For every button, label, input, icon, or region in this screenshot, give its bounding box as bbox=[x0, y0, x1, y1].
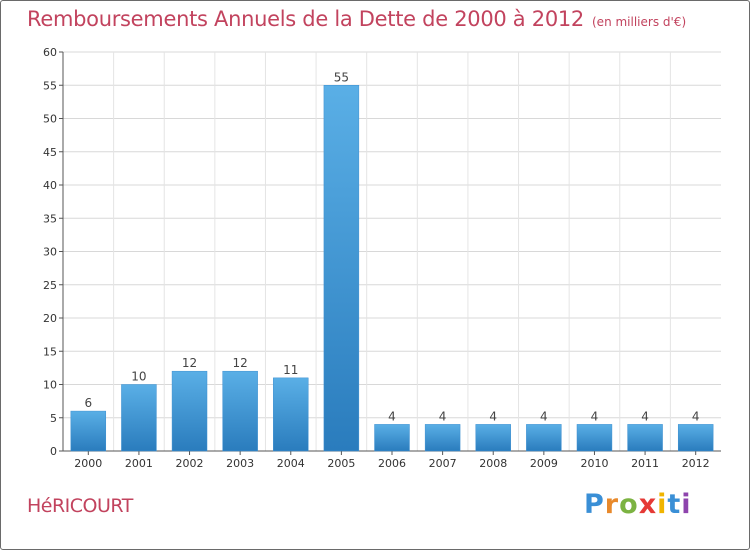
logo-letter: r bbox=[604, 489, 620, 520]
y-tick-label: 50 bbox=[43, 113, 57, 126]
bar bbox=[323, 85, 360, 452]
bar bbox=[627, 424, 663, 452]
bar-value-label: 6 bbox=[84, 396, 92, 410]
chart-title: Remboursements Annuels de la Dette de 20… bbox=[27, 7, 686, 31]
bar-value-label: 55 bbox=[334, 70, 349, 84]
bar-value-label: 4 bbox=[641, 409, 649, 423]
logo-letter: t bbox=[667, 489, 682, 520]
y-tick-label: 45 bbox=[43, 146, 57, 159]
x-tick-label: 2012 bbox=[682, 457, 710, 470]
bar-value-label: 10 bbox=[131, 370, 146, 384]
logo-letter: i bbox=[657, 489, 668, 520]
x-tick-label: 2002 bbox=[176, 457, 204, 470]
y-tick-label: 15 bbox=[43, 345, 57, 358]
x-tick-label: 2003 bbox=[226, 457, 254, 470]
x-tick-label: 2000 bbox=[74, 457, 102, 470]
chart-title-text: Remboursements Annuels de la Dette de 20… bbox=[27, 7, 584, 31]
y-tick-label: 30 bbox=[43, 246, 57, 259]
y-tick-label: 55 bbox=[43, 79, 57, 92]
chart-subtitle: (en milliers d'€) bbox=[592, 15, 687, 29]
y-tick-label: 35 bbox=[43, 212, 57, 225]
grid-lines bbox=[63, 51, 721, 451]
bar bbox=[273, 377, 309, 452]
x-tick-label: 2010 bbox=[580, 457, 608, 470]
y-tick-label: 60 bbox=[43, 46, 57, 59]
bars bbox=[70, 85, 714, 452]
x-tick-label: 2004 bbox=[277, 457, 305, 470]
x-tick-label: 2008 bbox=[479, 457, 507, 470]
x-tick-label: 2001 bbox=[125, 457, 153, 470]
bar bbox=[374, 424, 410, 452]
x-tick-label: 2006 bbox=[378, 457, 406, 470]
town-name: HéRICOURT bbox=[27, 495, 133, 517]
bar-value-label: 4 bbox=[439, 409, 447, 423]
y-tick-label: 25 bbox=[43, 279, 57, 292]
x-tick-label: 2005 bbox=[327, 457, 355, 470]
bar-value-label: 12 bbox=[233, 356, 248, 370]
y-tick-label: 10 bbox=[43, 379, 57, 392]
bar bbox=[121, 384, 157, 452]
bar bbox=[222, 370, 258, 452]
bar bbox=[677, 424, 714, 452]
bar bbox=[70, 410, 107, 452]
y-tick-label: 20 bbox=[43, 312, 57, 325]
y-tick-label: 40 bbox=[43, 179, 57, 192]
axes bbox=[59, 51, 721, 455]
bar-value-label: 4 bbox=[540, 409, 548, 423]
x-tick-labels: 2000 2001 2002 2003 2004 2005 2006 2007 2008 2009… bbox=[74, 457, 709, 470]
y-tick-label: 5 bbox=[50, 412, 57, 425]
proxiti-logo: Proxiti bbox=[584, 489, 692, 520]
logo-letter: o bbox=[619, 489, 639, 520]
bar bbox=[526, 424, 562, 452]
x-tick-label: 2009 bbox=[530, 457, 558, 470]
logo-letter: P bbox=[584, 489, 605, 520]
bar bbox=[475, 424, 511, 452]
logo-letter: x bbox=[638, 489, 658, 520]
bar bbox=[171, 370, 208, 452]
bar-value-label: 4 bbox=[489, 409, 497, 423]
x-tick-label: 2011 bbox=[631, 457, 659, 470]
y-tick-labels: 0 5 10 15 20 25 30 35 40 45 50 55 60 bbox=[43, 46, 57, 458]
bar-value-label: 4 bbox=[388, 409, 396, 423]
logo-letter: i bbox=[681, 489, 692, 520]
bar-value-label: 4 bbox=[692, 409, 700, 423]
x-tick-label: 2007 bbox=[429, 457, 457, 470]
bar-value-label: 11 bbox=[283, 363, 298, 377]
data-labels: 6 10 12 12 11 55 4 4 4 4 4 4 4 bbox=[84, 70, 699, 423]
bar-value-label: 4 bbox=[591, 409, 599, 423]
bar bbox=[424, 424, 461, 452]
y-tick-label: 0 bbox=[50, 445, 57, 458]
bar bbox=[576, 424, 613, 452]
bar-value-label: 12 bbox=[182, 356, 197, 370]
